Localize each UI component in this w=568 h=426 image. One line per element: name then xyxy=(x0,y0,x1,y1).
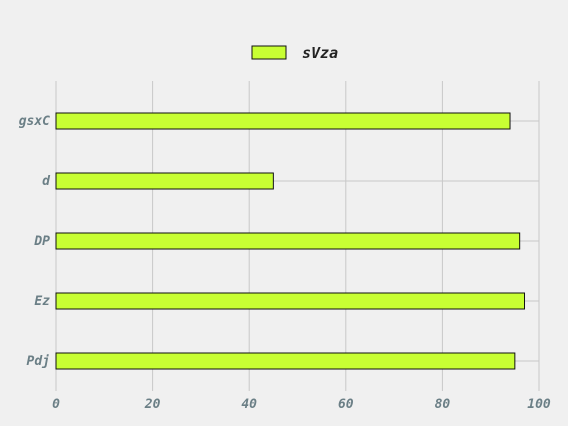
y-tick-label: Ez xyxy=(34,294,50,309)
x-tick-label: 100 xyxy=(527,397,551,412)
legend-label: sVza xyxy=(302,44,338,62)
bar-dp xyxy=(55,232,521,250)
x-tick-labels: 0 20 40 60 80 100 xyxy=(52,397,551,412)
legend: sVza xyxy=(251,44,338,62)
x-tick-label: 0 xyxy=(52,397,60,412)
bars xyxy=(55,112,526,370)
x-tick-label: 80 xyxy=(435,397,451,412)
bar-d xyxy=(55,172,274,190)
y-tick-labels: gsxC d DP Ez Pdj xyxy=(19,114,51,369)
bar-gsxc xyxy=(55,112,511,130)
y-tick-label: Pdj xyxy=(27,354,50,369)
x-tick-label: 60 xyxy=(338,397,354,412)
x-tick-label: 40 xyxy=(241,397,257,412)
legend-swatch xyxy=(251,45,287,60)
y-tick-label: gsxC xyxy=(19,114,50,129)
bar-pdj xyxy=(55,352,516,370)
x-tick-label: 20 xyxy=(144,397,161,412)
y-tick-label: d xyxy=(42,174,51,189)
bar-ez xyxy=(55,292,526,310)
y-tick-label: DP xyxy=(33,234,50,249)
